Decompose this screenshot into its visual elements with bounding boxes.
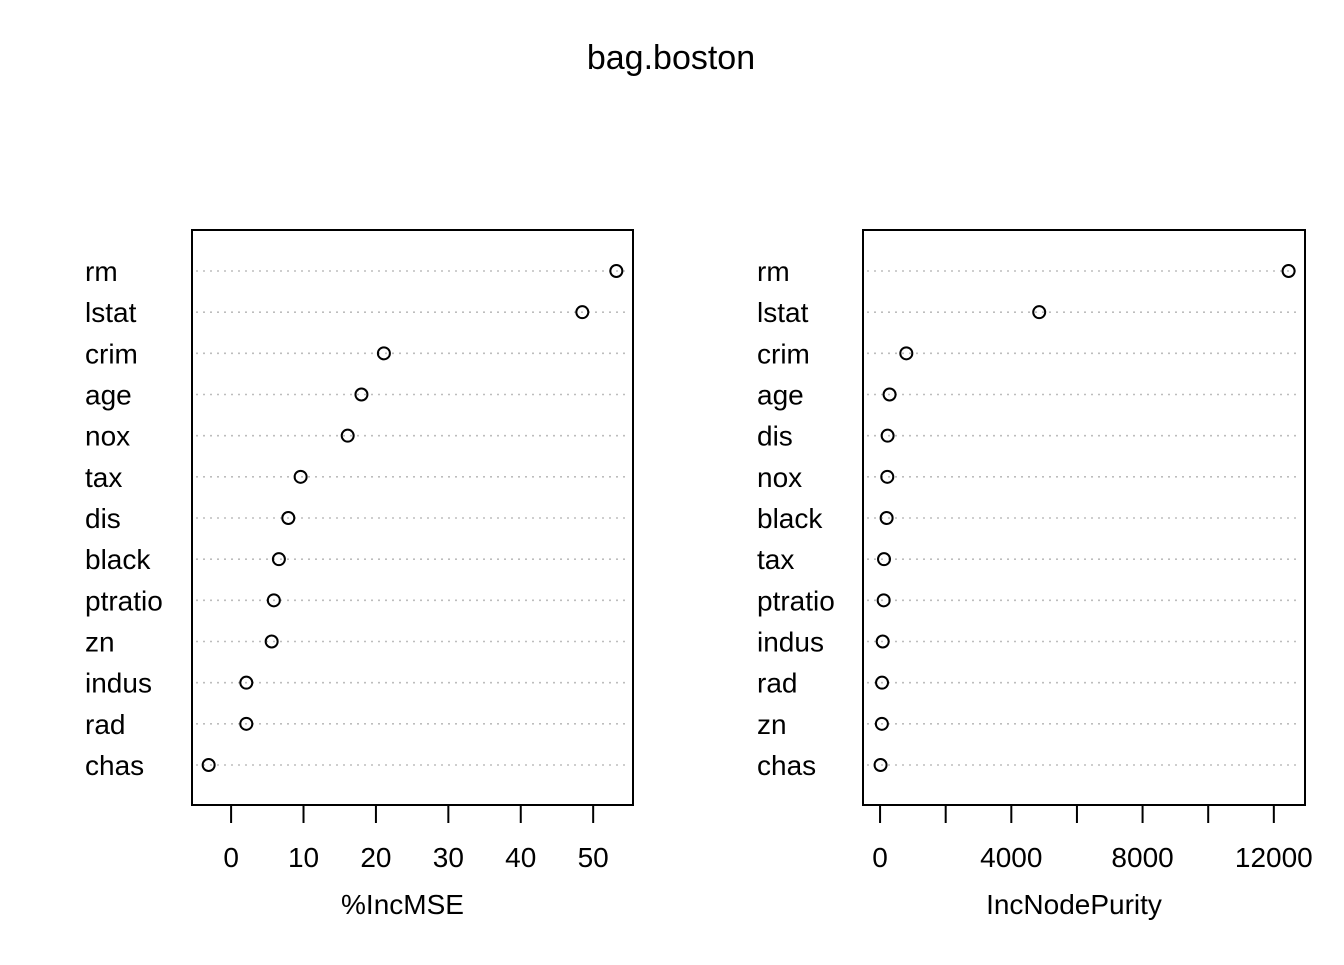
incmse-label-lstat: lstat xyxy=(85,297,137,328)
incnodepurity-point-tax xyxy=(877,552,892,567)
incmse-tick-label-3: 30 xyxy=(433,842,464,873)
incnodepurity-point-rad xyxy=(875,675,890,690)
incmse-label-indus: indus xyxy=(85,668,152,699)
incnodepurity-label-indus: indus xyxy=(757,627,824,658)
incmse-point-lstat xyxy=(575,305,590,320)
incmse-label-dis: dis xyxy=(85,503,121,534)
incmse-point-rad xyxy=(239,716,254,731)
incnodepurity-label-lstat: lstat xyxy=(757,297,809,328)
incmse-point-indus xyxy=(239,675,254,690)
incmse-point-rm xyxy=(609,264,624,278)
incmse-point-black xyxy=(271,552,286,567)
incnodepurity-label-crim: crim xyxy=(757,338,810,369)
incnodepurity-label-zn: zn xyxy=(757,709,787,740)
incmse-label-chas: chas xyxy=(85,750,144,781)
incnodepurity-label-age: age xyxy=(757,380,804,411)
incnodepurity-label-rad: rad xyxy=(757,668,797,699)
incmse-label-nox: nox xyxy=(85,421,130,452)
incmse-point-ptratio xyxy=(266,593,281,608)
panel-incnodepurity: rm lstat crim age dis nox black tax ptratio indus… xyxy=(757,229,1313,920)
main-title: bag.boston xyxy=(587,39,755,77)
incnodepurity-label-nox: nox xyxy=(757,462,802,493)
incnodepurity-tick-label-4: 8000 xyxy=(1111,842,1173,873)
incnodepurity-tick-label-2: 4000 xyxy=(980,842,1042,873)
incmse-tick-label-0: 0 xyxy=(223,842,239,873)
incmse-point-chas xyxy=(201,758,216,772)
incmse-tick-label-1: 10 xyxy=(288,842,319,873)
incnodepurity-label-dis: dis xyxy=(757,421,793,452)
incmse-label-tax: tax xyxy=(85,462,122,493)
incmse-tick-label-2: 20 xyxy=(360,842,391,873)
panel-incmse: rm lstat crim age nox tax dis black ptratio zn ind… xyxy=(85,229,634,920)
incnodepurity-label-ptratio: ptratio xyxy=(757,585,835,616)
incnodepurity-x-axis-title: IncNodePurity xyxy=(986,889,1162,920)
incmse-tick-label-4: 40 xyxy=(505,842,536,873)
incmse-x-axis-title: %IncMSE xyxy=(341,889,464,920)
incnodepurity-point-black xyxy=(879,511,894,525)
incmse-label-crim: crim xyxy=(85,338,138,369)
incnodepurity-label-black: black xyxy=(757,503,823,534)
incnodepurity-point-age xyxy=(882,387,897,402)
incmse-point-crim xyxy=(376,346,391,361)
incnodepurity-label-rm: rm xyxy=(757,256,790,287)
incnodepurity-point-zn xyxy=(874,716,889,731)
incmse-point-age xyxy=(354,387,369,402)
incnodepurity-label-chas: chas xyxy=(757,750,816,781)
incmse-label-age: age xyxy=(85,380,132,411)
incmse-point-tax xyxy=(293,469,308,484)
incnodepurity-point-crim xyxy=(899,346,914,361)
incnodepurity-point-dis xyxy=(880,428,895,443)
incmse-tick-label-5: 50 xyxy=(578,842,609,873)
incnodepurity-point-indus xyxy=(875,634,890,649)
incnodepurity-label-tax: tax xyxy=(757,544,794,575)
incnodepurity-tick-label-6: 12000 xyxy=(1235,842,1313,873)
incnodepurity-point-nox xyxy=(880,469,895,484)
incmse-label-black: black xyxy=(85,544,151,575)
incmse-plot-frame xyxy=(191,229,634,806)
incmse-label-rm: rm xyxy=(85,256,118,287)
incnodepurity-point-lstat xyxy=(1032,305,1047,320)
incnodepurity-point-chas xyxy=(873,758,888,772)
incmse-point-zn xyxy=(264,634,279,649)
incmse-label-zn: zn xyxy=(85,627,115,658)
incnodepurity-point-rm xyxy=(1281,264,1296,278)
incmse-label-ptratio: ptratio xyxy=(85,585,163,616)
incnodepurity-tick-label-0: 0 xyxy=(872,842,888,873)
incmse-label-rad: rad xyxy=(85,709,125,740)
incmse-point-dis xyxy=(281,511,296,525)
incnodepurity-point-ptratio xyxy=(876,593,891,608)
incmse-point-nox xyxy=(340,428,355,443)
